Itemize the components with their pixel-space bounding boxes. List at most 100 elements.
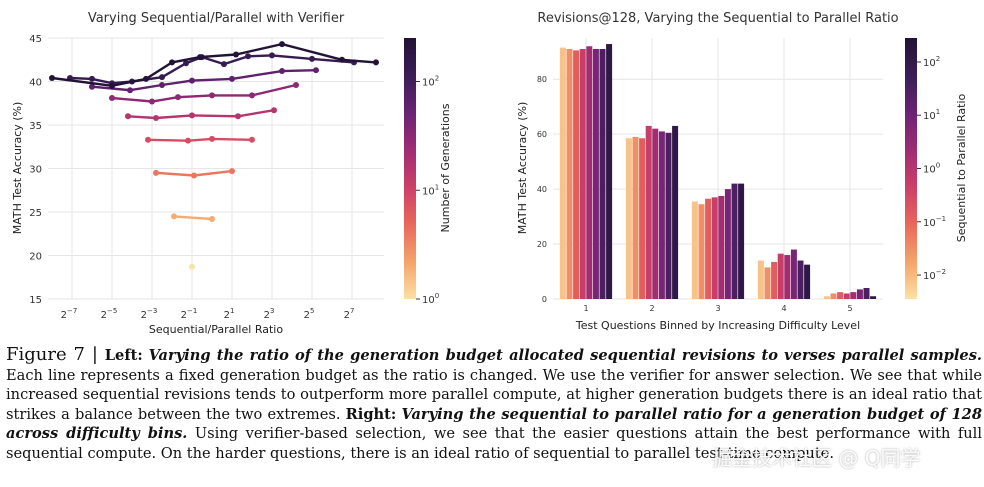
right-bar-3-0 <box>691 201 698 299</box>
caption-right-title: Varying the sequential to parallel ratio… <box>6 405 982 443</box>
right-bar-1-0 <box>559 47 566 300</box>
right-x-tick-4: 4 <box>781 304 786 313</box>
right-bar-4-7 <box>804 264 811 299</box>
right-bar-3-5 <box>724 189 731 299</box>
right-bar-5-3 <box>843 293 850 299</box>
right-bar-3-1 <box>698 204 705 299</box>
left-x-tick-0-base: 2 <box>61 310 67 321</box>
right-y-tick-3: 60 <box>537 130 547 139</box>
left-y-tick-6: 45 <box>29 34 42 45</box>
right-bar-4-4 <box>784 255 791 299</box>
left-point-32-5 <box>293 81 299 88</box>
left-series-64 <box>89 67 319 94</box>
left-point-2-1 <box>209 215 215 222</box>
left-point-8-0 <box>145 136 151 143</box>
right-bar-2-2 <box>639 138 646 299</box>
left-series-line-32 <box>111 83 297 103</box>
left-point-16-4 <box>271 107 277 114</box>
left-point-256-8 <box>373 59 379 66</box>
left-x-tick-5-base: 2 <box>264 310 270 321</box>
left-line-chart: Varying Sequential/Parallel with Verifie… <box>11 11 452 336</box>
left-point-256-5 <box>233 51 239 58</box>
caption-right-body: Using verifier-based selection, we see t… <box>6 425 982 462</box>
left-point-8-1 <box>185 137 191 144</box>
left-x-tick-2: 2−3 <box>141 307 158 321</box>
right-bar-1-7 <box>606 44 613 299</box>
right-bar-1-2 <box>573 50 580 299</box>
left-colorbar <box>404 38 416 299</box>
left-series-8 <box>145 135 255 144</box>
caption-left-head: Left: <box>104 347 143 364</box>
left-y-axis-label: MATH Test Accuracy (%) <box>11 102 24 235</box>
right-bar-group-4 <box>757 249 811 299</box>
right-bar-1-1 <box>566 48 573 300</box>
left-point-64-0 <box>89 83 95 90</box>
left-x-ticks: 2−7 2−5 2−3 2−1 21 23 25 27 <box>61 307 355 321</box>
left-y-tick-4: 35 <box>29 121 42 132</box>
left-point-4-1 <box>191 172 197 179</box>
left-series-32 <box>109 81 299 105</box>
left-point-16-2 <box>189 112 195 119</box>
left-point-32-0 <box>109 95 115 102</box>
left-y-tick-3: 30 <box>29 165 42 176</box>
right-bar-4-6 <box>797 260 804 299</box>
right-bar-1-6 <box>599 48 606 300</box>
left-x-tick-5-power: 3 <box>270 307 274 315</box>
right-cbar-tick-3: 101 <box>923 108 940 122</box>
left-series-2 <box>171 213 215 222</box>
left-y-tick-2: 25 <box>29 208 42 219</box>
right-bar-4-1 <box>764 267 771 299</box>
left-x-tick-1-base: 2 <box>101 310 107 321</box>
left-point-8-3 <box>249 136 255 143</box>
figure-caption: Figure 7 | Left: Varying the ratio of th… <box>6 345 982 464</box>
left-point-32-1 <box>149 98 155 105</box>
right-bar-group-2 <box>625 125 679 299</box>
right-bar-2-1 <box>632 136 639 299</box>
left-point-64-2 <box>159 81 165 88</box>
left-x-tick-3-power: −1 <box>187 307 197 315</box>
left-point-64-4 <box>229 75 235 82</box>
left-point-16-0 <box>125 113 131 120</box>
left-point-16-3 <box>235 113 241 120</box>
right-bar-4-3 <box>777 253 784 299</box>
left-x-axis-label: Sequential/Parallel Ratio <box>149 323 283 336</box>
left-cbar-tick-2-power: 2 <box>435 75 439 83</box>
right-x-tick-1: 1 <box>583 304 588 313</box>
left-x-tick-3-base: 2 <box>181 310 187 321</box>
left-chart-title: Varying Sequential/Parallel with Verifie… <box>88 11 345 26</box>
right-cbar-tick-1-power: −1 <box>936 215 946 223</box>
left-x-tick-6-power: 5 <box>310 307 314 315</box>
left-y-tick-0: 15 <box>29 295 42 306</box>
right-y-tick-2: 40 <box>537 185 547 194</box>
right-x-tick-5: 5 <box>847 304 852 313</box>
left-point-256-4 <box>197 54 203 61</box>
right-bar-2-6 <box>665 132 672 299</box>
right-bar-4-0 <box>757 260 764 299</box>
right-chart-title: Revisions@128, Varying the Sequential to… <box>537 11 898 26</box>
right-y-tick-0: 0 <box>542 295 547 304</box>
right-bar-3-6 <box>731 183 738 299</box>
right-y-ticks: 0 20 40 60 80 <box>537 75 547 304</box>
left-point-128-10 <box>309 55 315 62</box>
left-point-128-5 <box>183 60 189 67</box>
left-x-tick-7-base: 2 <box>344 310 350 321</box>
left-cbar-tick-1: 101 <box>422 183 439 197</box>
right-cbar-tick-4: 102 <box>923 55 940 69</box>
caption-left-body: Each line represents a fixed generation … <box>6 366 982 423</box>
right-bar-5-5 <box>856 289 863 299</box>
right-cbar-tick-4-power: 2 <box>936 55 940 63</box>
left-point-64-1 <box>127 87 133 94</box>
left-point-32-3 <box>209 92 215 99</box>
right-grid <box>553 38 883 300</box>
left-point-4-2 <box>229 168 235 175</box>
right-y-tick-1: 20 <box>537 240 547 249</box>
left-series-line-128 <box>69 54 355 85</box>
right-cbar-tick-1: 10−1 <box>923 215 946 229</box>
right-bar-2-0 <box>625 138 632 299</box>
right-bar-group-5 <box>823 288 877 299</box>
right-cbar-tick-3-power: 1 <box>936 108 940 116</box>
right-bar-1-3 <box>579 48 586 300</box>
right-cbar-tick-3-base: 10 <box>923 111 936 122</box>
